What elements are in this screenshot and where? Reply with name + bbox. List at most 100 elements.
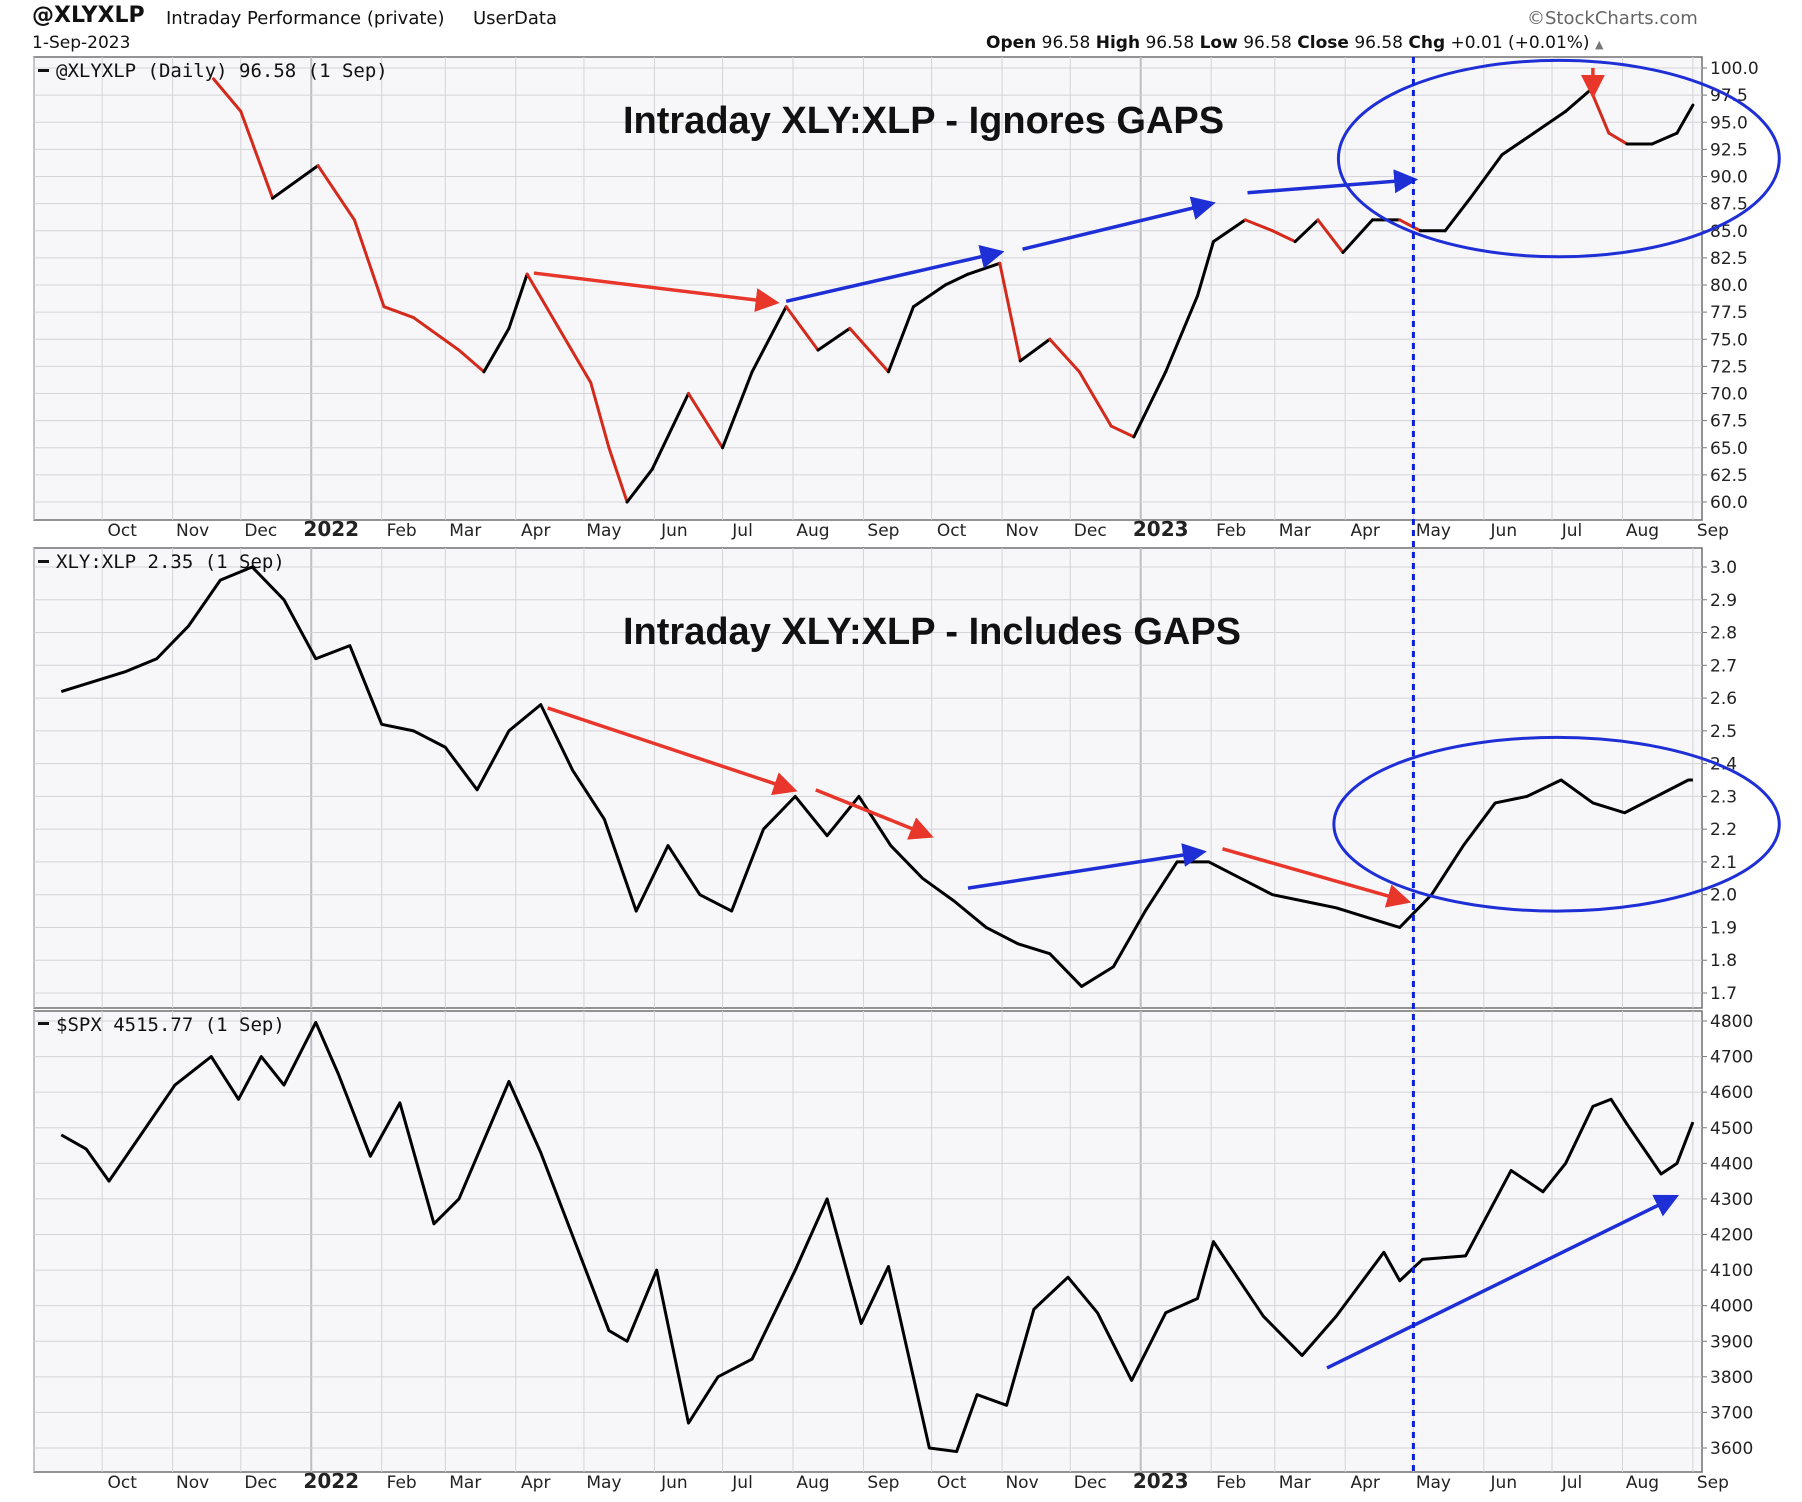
y-tick-label: 3700 <box>1710 1403 1753 1423</box>
series-segment <box>1650 131 1679 146</box>
y-tick-label: 4100 <box>1710 1261 1753 1281</box>
x-tick-label: Dec <box>1074 1473 1107 1493</box>
trend-arrow-red <box>815 788 934 840</box>
series-segment <box>886 305 915 374</box>
open-value: 96.58 <box>1041 33 1091 53</box>
series-segment <box>1316 218 1345 254</box>
y-tick-label: 2.7 <box>1710 656 1737 676</box>
y-tick-label: 82.5 <box>1710 249 1748 269</box>
y-tick-label: 2.9 <box>1710 591 1737 611</box>
y-tick-label: 2.0 <box>1710 886 1737 906</box>
x-tick-label: May <box>586 521 621 541</box>
series-segment <box>848 326 890 374</box>
ohlc-row: Open 96.58 High 96.58 Low 96.58 Close 96… <box>986 33 1603 53</box>
x-tick-label: Oct <box>937 521 967 541</box>
low-value: 96.58 <box>1243 33 1292 53</box>
close-value: 96.58 <box>1354 33 1403 53</box>
series-segment <box>271 164 320 200</box>
x-tick-label: Jun <box>660 1473 688 1493</box>
y-tick-label: 3.0 <box>1710 558 1737 578</box>
series-segment <box>650 392 690 471</box>
trend-arrow-blue <box>1247 169 1419 195</box>
header-source: UserData <box>473 8 558 29</box>
series-segment <box>1109 424 1136 439</box>
panel-label: @XLYXLP (Daily) 96.58 (1 Sep) <box>56 60 388 82</box>
x-tick-label: 2022 <box>303 517 359 541</box>
series-segment <box>1607 131 1629 146</box>
y-tick-label: 4500 <box>1710 1119 1753 1139</box>
x-tick-label: Mar <box>1279 1473 1311 1493</box>
low-label: Low <box>1199 33 1238 53</box>
annotation-title: Intraday XLY:XLP - Ignores GAPS <box>623 100 1224 142</box>
y-tick-label: 4700 <box>1710 1048 1753 1068</box>
y-tick-label: 70.0 <box>1710 385 1748 405</box>
y-tick-label: 80.0 <box>1710 276 1748 296</box>
y-tick-label: 1.8 <box>1710 951 1737 971</box>
x-tick-label: Jun <box>1490 1473 1518 1493</box>
x-tick-label: Apr <box>1351 521 1380 541</box>
series-segment <box>1077 370 1113 428</box>
panel-middle: 3.02.92.82.72.62.52.42.32.22.12.01.91.81… <box>33 547 1781 1009</box>
y-tick-label: 4800 <box>1710 1012 1753 1032</box>
x-tick-label: Dec <box>244 1473 277 1493</box>
series-segment <box>1500 131 1536 157</box>
y-tick-label: 1.9 <box>1710 918 1737 938</box>
series-segment <box>911 283 947 309</box>
series-segment <box>1675 103 1695 135</box>
high-value: 96.58 <box>1145 33 1195 53</box>
series-segment <box>1164 294 1200 374</box>
x-tick-label: Oct <box>937 1473 967 1493</box>
x-tick-label: Nov <box>176 1473 209 1493</box>
x-tick-label: Mar <box>1279 521 1311 541</box>
series-segment <box>589 381 611 450</box>
x-tick-label: Feb <box>1216 521 1246 541</box>
header-description: Intraday Performance (private) <box>166 8 445 29</box>
y-tick-label: 100.0 <box>1710 59 1759 79</box>
x-tick-label: Apr <box>1351 1473 1380 1493</box>
series-segment <box>721 370 754 450</box>
x-tick-label: Feb <box>387 521 417 541</box>
x-tick-label: Oct <box>107 521 137 541</box>
trend-arrow-red <box>1222 847 1412 908</box>
y-tick-label: 62.5 <box>1710 466 1748 486</box>
series-segment <box>352 218 386 309</box>
trend-arrow-red <box>547 706 798 796</box>
series-segment <box>1271 229 1297 244</box>
x-tick-label: 2023 <box>1133 517 1189 541</box>
collapse-icon[interactable]: ▲ <box>1594 38 1604 51</box>
x-tick-label: Aug <box>796 1473 829 1493</box>
y-tick-label: 1.7 <box>1710 984 1737 1004</box>
header-symbol: @XLYXLP <box>32 3 145 28</box>
x-tick-label: Feb <box>387 1473 417 1493</box>
series-segment <box>457 348 486 374</box>
y-tick-label: 2.3 <box>1710 787 1737 807</box>
y-tick-label: 77.5 <box>1710 303 1748 323</box>
y-tick-label: 87.5 <box>1710 195 1748 215</box>
x-tick-label: Jul <box>731 1473 753 1493</box>
series-segment <box>525 272 561 330</box>
high-label: High <box>1095 33 1141 53</box>
x-tick-label: Nov <box>1005 521 1038 541</box>
x-tick-label: 2023 <box>1133 1469 1189 1493</box>
series-segment <box>1398 218 1422 233</box>
y-tick-label: 3800 <box>1710 1368 1753 1388</box>
series-segment <box>382 305 416 320</box>
series-segment <box>412 316 461 352</box>
x-tick-label: Dec <box>1074 521 1107 541</box>
y-tick-label: 2.6 <box>1710 689 1737 709</box>
y-tick-label: 72.5 <box>1710 357 1748 377</box>
y-tick-label: 95.0 <box>1710 113 1748 133</box>
x-tick-label: Mar <box>449 521 481 541</box>
x-tick-label: Aug <box>796 521 829 541</box>
series-segment <box>212 77 243 113</box>
x-tick-label: Jul <box>1561 1473 1583 1493</box>
y-tick-label: 90.0 <box>1710 168 1748 188</box>
y-tick-label: 2.1 <box>1710 853 1737 873</box>
x-tick-label: Jun <box>660 521 688 541</box>
x-tick-label: Sep <box>867 521 899 541</box>
x-tick-label: Sep <box>1697 521 1729 541</box>
series-segment <box>507 272 529 330</box>
y-tick-label: 4000 <box>1710 1297 1753 1317</box>
annotation-title: Intraday XLY:XLP - Includes GAPS <box>623 611 1241 653</box>
panel-top: 100.097.595.092.590.087.585.082.580.077.… <box>33 56 1781 521</box>
